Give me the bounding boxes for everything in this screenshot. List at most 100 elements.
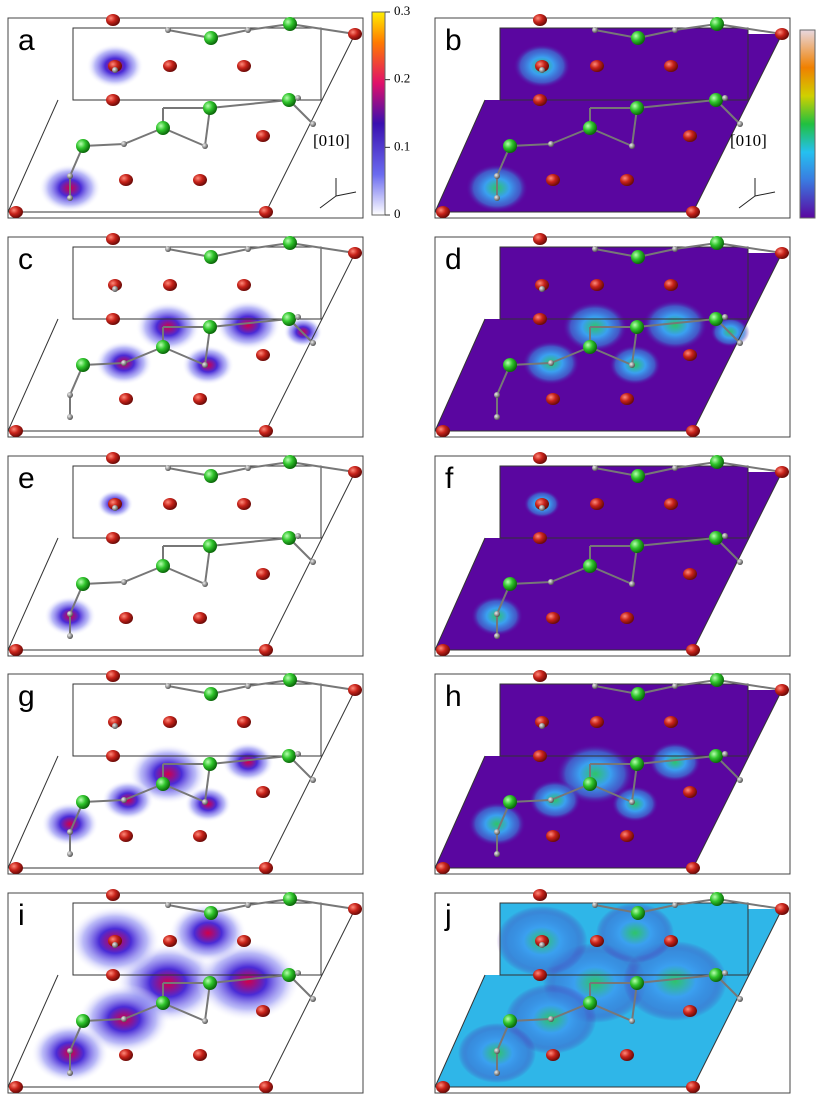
o-atom — [546, 1049, 560, 1061]
o-atom — [119, 1049, 133, 1061]
o-atom — [193, 612, 207, 624]
o-atom — [546, 174, 560, 186]
h-atom — [592, 465, 598, 471]
h-atom — [202, 581, 208, 587]
h-atom — [539, 723, 545, 729]
panel: f — [435, 452, 790, 656]
o-atom — [106, 14, 120, 26]
o-atom — [9, 862, 23, 874]
cl-atom — [631, 250, 645, 264]
h-atom — [121, 579, 127, 585]
h-atom — [548, 1016, 554, 1022]
o-atom — [193, 393, 207, 405]
o-atom — [9, 644, 23, 656]
h-atom — [539, 67, 545, 73]
panel-label: d — [445, 243, 462, 276]
o-atom — [119, 612, 133, 624]
o-atom — [664, 498, 678, 510]
h-atom — [202, 143, 208, 149]
o-atom — [106, 233, 120, 245]
h-atom — [629, 799, 635, 805]
cl-atom — [203, 976, 217, 990]
cl-atom — [203, 320, 217, 334]
h-atom — [202, 1018, 208, 1024]
o-atom — [348, 28, 362, 40]
o-atom — [237, 279, 251, 291]
o-atom — [256, 1005, 270, 1017]
panel: g — [8, 670, 363, 874]
cl-atom — [203, 539, 217, 553]
h-atom — [539, 505, 545, 511]
cl-atom — [204, 906, 218, 920]
o-atom — [683, 349, 697, 361]
h-atom — [629, 143, 635, 149]
cl-atom — [583, 996, 597, 1010]
h-atom — [737, 121, 743, 127]
h-atom — [494, 195, 500, 201]
o-atom — [259, 425, 273, 437]
cl-atom — [709, 312, 723, 326]
o-atom — [620, 1049, 634, 1061]
o-atom — [775, 466, 789, 478]
h-atom — [310, 996, 316, 1002]
cl-atom — [282, 93, 296, 107]
h-atom — [592, 683, 598, 689]
h-atom — [165, 683, 171, 689]
o-atom — [686, 425, 700, 437]
h-atom — [245, 246, 251, 252]
colorbar-tick-label: 0.1 — [394, 138, 410, 153]
o-atom — [775, 247, 789, 259]
h-atom — [672, 465, 678, 471]
o-atom — [546, 830, 560, 842]
cl-atom — [283, 17, 297, 31]
direction-label: [010] — [313, 131, 350, 150]
cl-atom — [282, 749, 296, 763]
o-atom — [106, 94, 120, 106]
cl-atom — [156, 996, 170, 1010]
colorbar — [800, 30, 815, 218]
cl-atom — [710, 17, 724, 31]
h-atom — [548, 797, 554, 803]
cl-atom — [156, 121, 170, 135]
panel-label: g — [18, 680, 35, 713]
cl-atom — [583, 121, 597, 135]
cl-atom — [76, 1014, 90, 1028]
h-atom — [494, 611, 500, 617]
o-atom — [106, 889, 120, 901]
bond — [290, 462, 355, 472]
o-atom — [348, 684, 362, 696]
panel-label: j — [444, 899, 452, 932]
bond — [210, 538, 289, 546]
o-atom — [686, 862, 700, 874]
o-atom — [436, 206, 450, 218]
panel-label: c — [18, 243, 33, 276]
o-atom — [664, 935, 678, 947]
panel: c — [8, 233, 363, 437]
o-atom — [533, 313, 547, 325]
o-atom — [259, 862, 273, 874]
h-atom — [112, 942, 118, 948]
h-atom — [737, 777, 743, 783]
o-atom — [163, 60, 177, 72]
h-atom — [310, 559, 316, 565]
o-atom — [436, 644, 450, 656]
o-atom — [237, 935, 251, 947]
o-atom — [106, 750, 120, 762]
h-atom — [592, 246, 598, 252]
bond — [290, 899, 355, 909]
o-atom — [106, 670, 120, 682]
cl-atom — [503, 139, 517, 153]
h-atom — [245, 902, 251, 908]
axes-glyph — [739, 178, 775, 208]
bond — [290, 24, 355, 34]
o-atom — [256, 130, 270, 142]
cl-atom — [282, 968, 296, 982]
h-atom — [67, 1070, 73, 1076]
o-atom — [533, 750, 547, 762]
cl-atom — [631, 906, 645, 920]
cl-atom — [283, 236, 297, 250]
o-atom — [259, 1081, 273, 1093]
panel-label: a — [18, 24, 35, 57]
h-atom — [494, 1070, 500, 1076]
h-atom — [737, 340, 743, 346]
